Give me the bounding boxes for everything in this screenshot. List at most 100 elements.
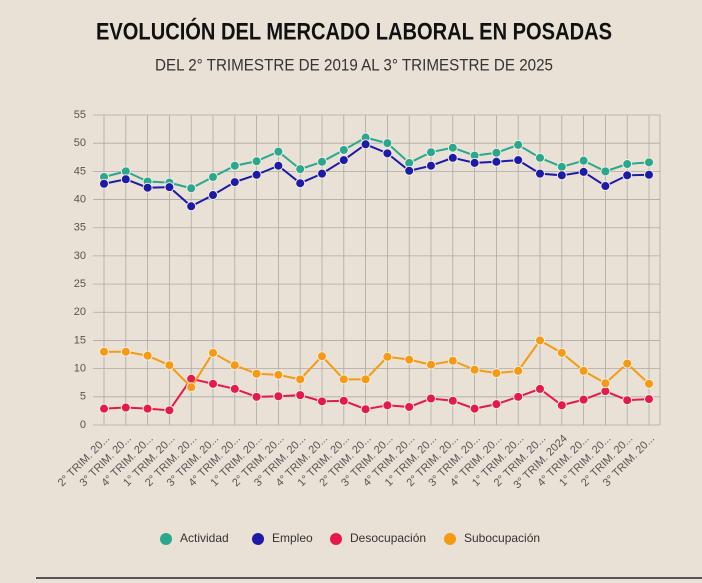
point xyxy=(382,351,393,362)
point xyxy=(317,351,327,362)
point xyxy=(251,169,262,180)
series-line xyxy=(103,143,650,208)
point xyxy=(426,393,436,404)
y-tick-label: 40 xyxy=(74,193,86,205)
point xyxy=(556,347,567,358)
point xyxy=(317,168,327,179)
point xyxy=(556,161,567,172)
point xyxy=(99,346,109,357)
point xyxy=(229,160,240,171)
point xyxy=(556,400,567,411)
point xyxy=(208,172,218,182)
point xyxy=(99,403,109,414)
y-tick-label: 55 xyxy=(74,109,86,121)
point xyxy=(644,157,654,168)
point xyxy=(251,156,262,167)
point xyxy=(295,178,306,189)
point xyxy=(447,142,458,153)
point xyxy=(447,395,458,406)
point xyxy=(578,365,589,376)
point xyxy=(491,368,502,379)
point xyxy=(338,155,349,166)
point xyxy=(535,335,545,346)
point xyxy=(644,169,654,180)
point xyxy=(251,391,262,402)
point xyxy=(208,190,218,201)
point xyxy=(164,405,175,416)
legend-label: Desocupación xyxy=(350,531,426,545)
point xyxy=(556,170,567,181)
point xyxy=(360,404,371,415)
point xyxy=(251,368,262,379)
point xyxy=(535,152,545,163)
series-line xyxy=(103,377,650,412)
legend-label: Subocupación xyxy=(464,531,540,545)
point xyxy=(491,147,502,158)
series-line xyxy=(104,339,650,389)
point xyxy=(229,177,240,188)
point xyxy=(142,182,153,193)
point xyxy=(426,147,436,158)
point xyxy=(164,360,175,371)
point xyxy=(426,160,436,171)
legend-swatch xyxy=(252,533,264,545)
legend-swatch xyxy=(330,533,342,545)
point xyxy=(120,174,131,185)
legend-swatch xyxy=(160,533,172,545)
point xyxy=(447,152,458,163)
point xyxy=(535,168,545,179)
y-tick-label: 5 xyxy=(80,391,86,403)
point xyxy=(469,157,480,168)
point xyxy=(404,354,415,365)
y-tick-label: 25 xyxy=(74,278,86,290)
point xyxy=(338,395,349,406)
point xyxy=(382,148,393,159)
point xyxy=(338,374,349,385)
y-tick-label: 45 xyxy=(74,165,86,177)
legend-label: Empleo xyxy=(272,531,313,545)
point xyxy=(644,378,654,389)
point xyxy=(622,395,633,406)
point xyxy=(186,201,197,212)
point xyxy=(382,400,393,411)
point xyxy=(491,156,502,167)
y-tick-label: 35 xyxy=(74,222,86,234)
y-tick-label: 10 xyxy=(74,363,86,375)
point xyxy=(469,403,480,414)
point xyxy=(229,383,240,394)
point xyxy=(295,374,306,385)
point xyxy=(513,391,524,402)
y-tick-label: 0 xyxy=(80,419,86,431)
point xyxy=(447,355,458,366)
point xyxy=(600,378,611,389)
point xyxy=(208,378,218,389)
point xyxy=(513,365,524,376)
point xyxy=(142,403,153,414)
point xyxy=(120,402,131,413)
point xyxy=(338,144,349,155)
point xyxy=(142,350,153,361)
point xyxy=(382,138,393,149)
point xyxy=(404,401,415,412)
point xyxy=(273,160,284,171)
point xyxy=(600,166,611,177)
y-tick-label: 50 xyxy=(74,137,86,149)
point xyxy=(578,155,589,166)
point xyxy=(99,178,109,189)
point xyxy=(622,159,633,170)
point xyxy=(295,390,306,401)
y-tick-label: 20 xyxy=(74,306,86,318)
point xyxy=(513,155,524,166)
point xyxy=(273,146,284,157)
point xyxy=(535,383,545,394)
point xyxy=(469,364,480,375)
point xyxy=(578,394,589,405)
chart-title: EVOLUCIÓN DEL MERCADO LABORAL EN POSADAS xyxy=(96,17,612,45)
point xyxy=(404,165,415,176)
point xyxy=(600,181,611,192)
point xyxy=(578,166,589,177)
y-tick-label: 30 xyxy=(74,250,86,262)
point xyxy=(426,359,436,370)
point xyxy=(360,374,371,385)
